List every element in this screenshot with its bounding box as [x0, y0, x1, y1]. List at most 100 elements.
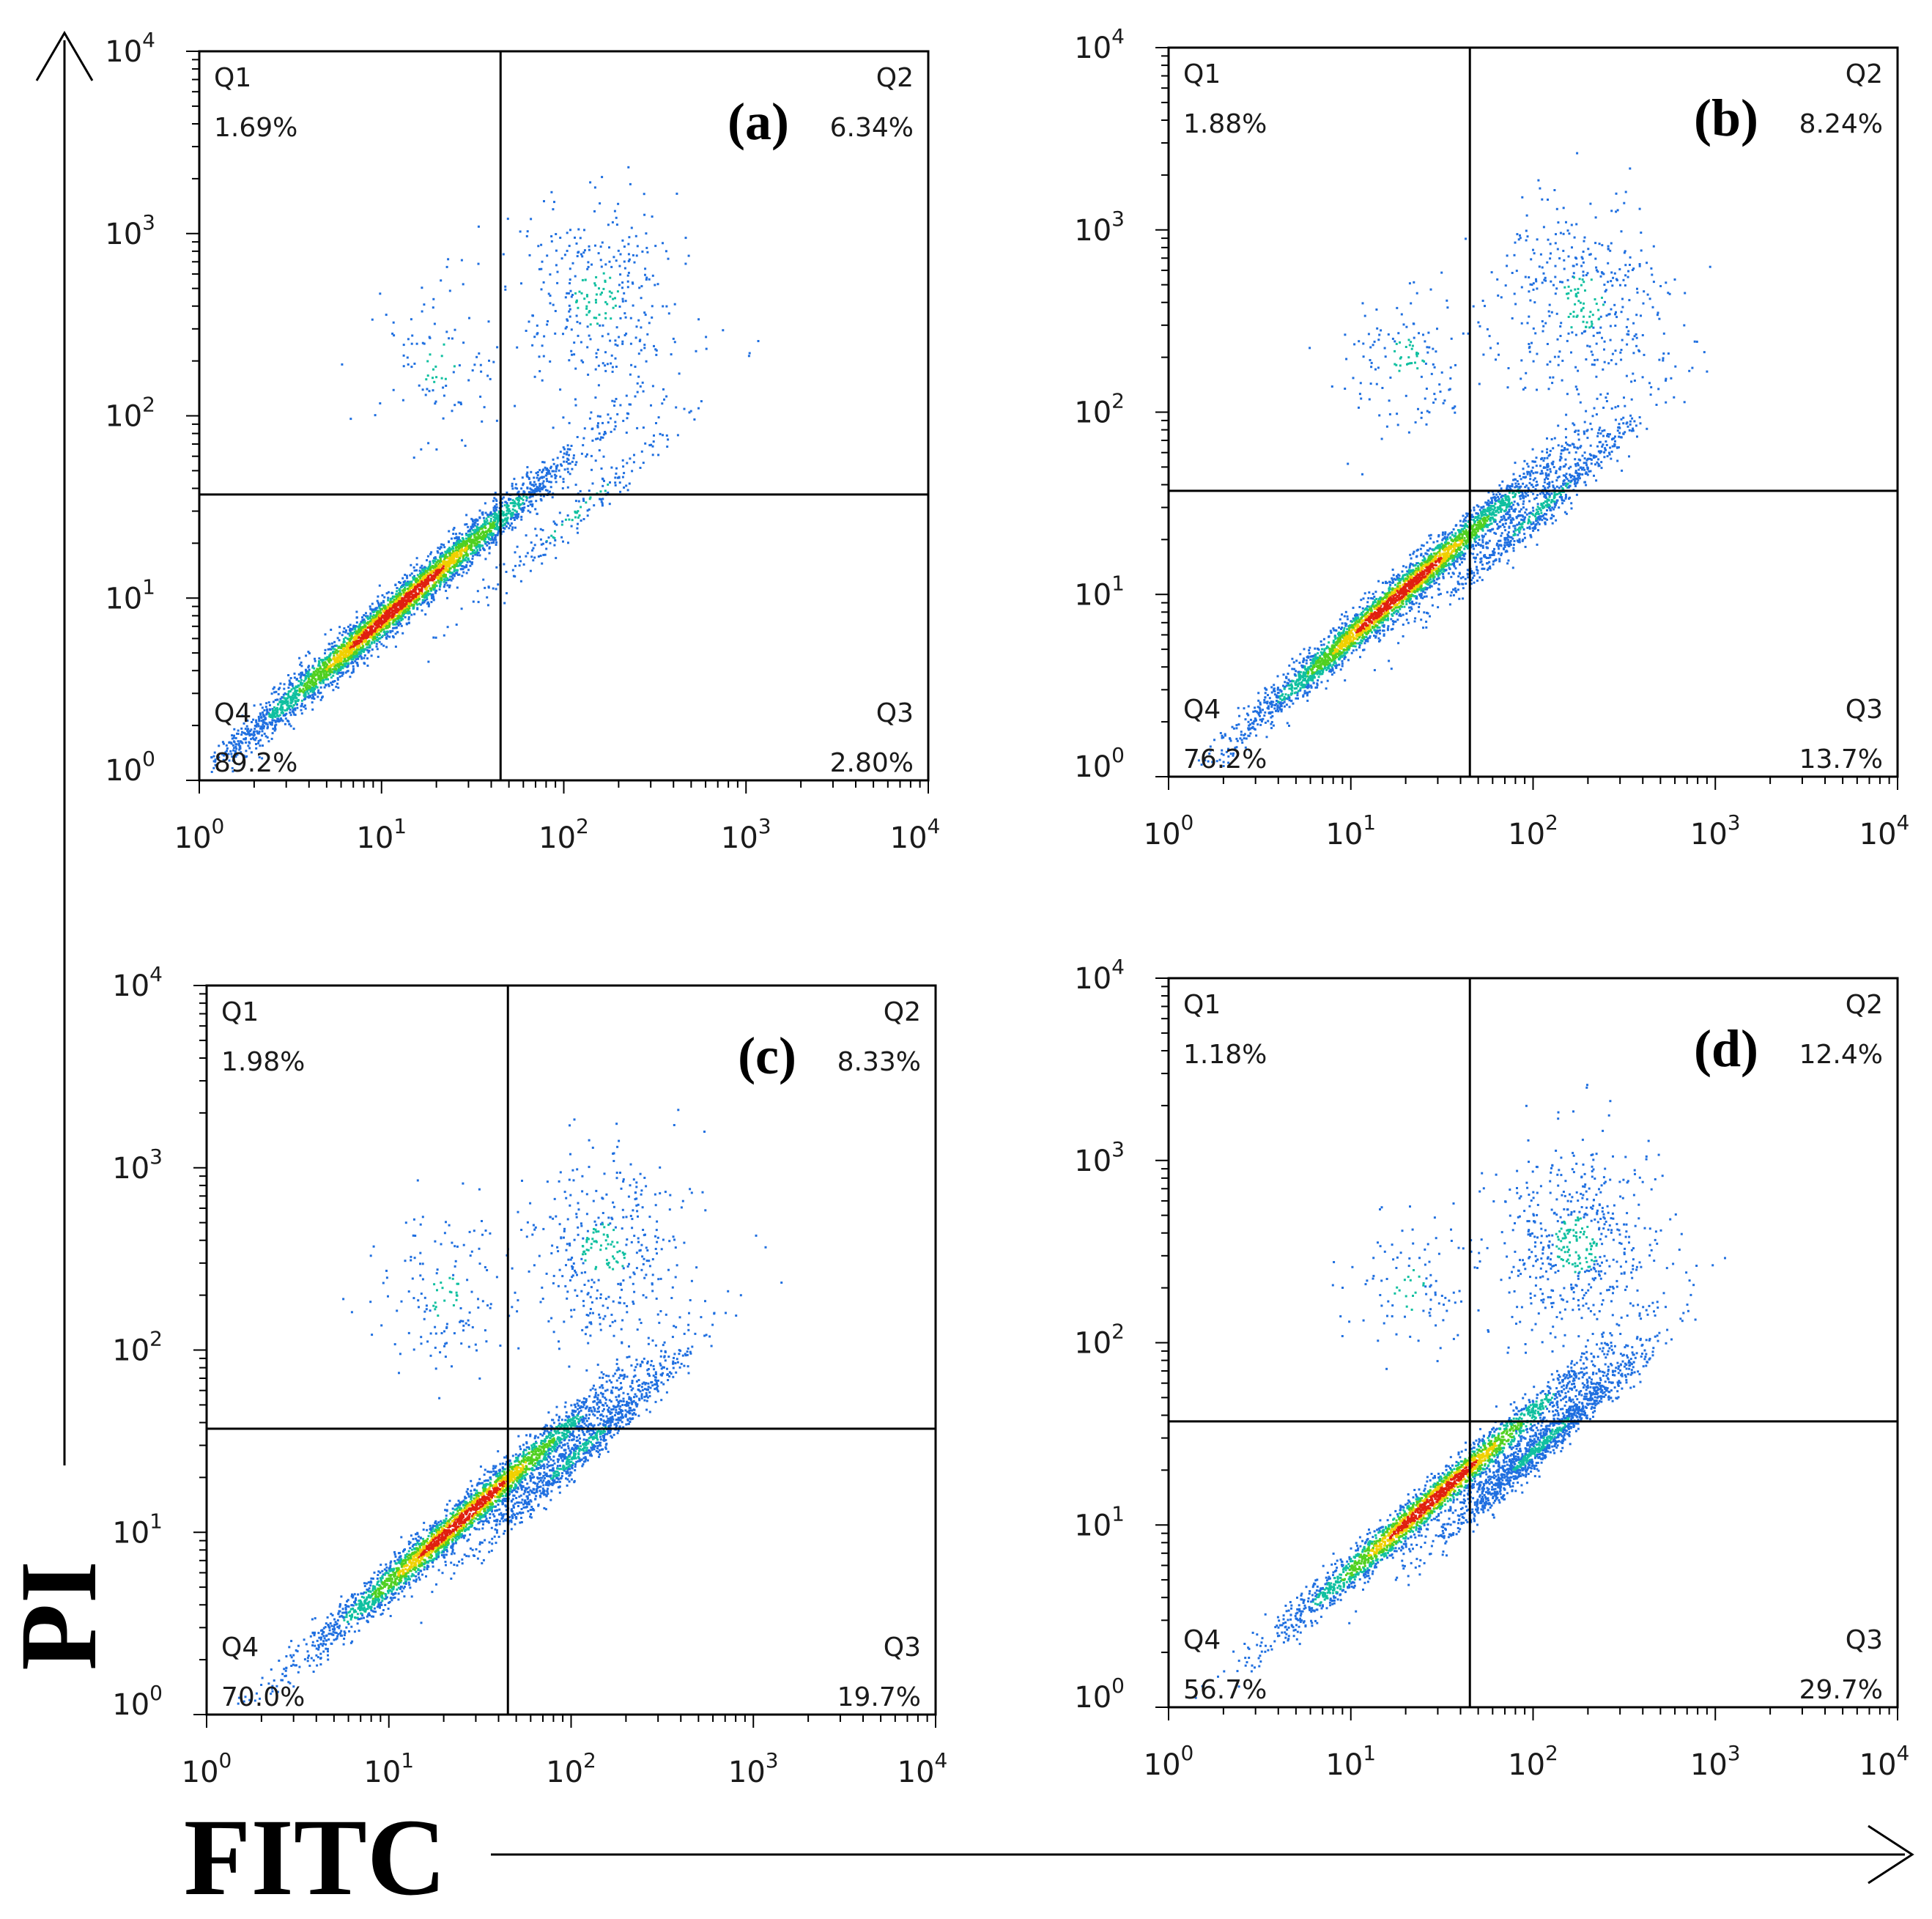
data-point — [274, 720, 277, 723]
data-point — [312, 682, 315, 685]
data-point — [456, 560, 459, 563]
data-point — [546, 467, 549, 470]
data-point — [388, 618, 391, 621]
data-point — [321, 696, 323, 699]
data-point — [278, 687, 281, 689]
data-point — [261, 725, 264, 728]
data-point — [360, 648, 363, 651]
data-point — [526, 487, 529, 489]
data-point — [380, 604, 382, 607]
data-point — [502, 514, 505, 517]
data-point — [594, 459, 597, 462]
data-point — [371, 641, 373, 644]
data-point — [1245, 737, 1248, 740]
data-point — [286, 709, 289, 711]
data-point — [282, 693, 285, 696]
data-point — [404, 609, 407, 612]
data-point — [336, 679, 339, 681]
data-point — [502, 496, 505, 499]
data-point — [568, 359, 571, 362]
data-point — [379, 615, 381, 618]
data-point — [394, 595, 397, 598]
data-point — [455, 624, 458, 626]
data-point — [419, 578, 421, 581]
data-point — [356, 652, 359, 655]
data-point — [550, 191, 553, 193]
data-point — [533, 556, 536, 559]
data-point — [450, 562, 453, 565]
data-point — [371, 615, 374, 618]
data-point — [356, 665, 359, 668]
data-point — [381, 620, 384, 623]
data-point — [506, 592, 508, 595]
data-point — [371, 625, 374, 628]
data-point — [468, 535, 471, 537]
data-point — [296, 706, 299, 709]
data-point — [511, 487, 514, 490]
data-point — [253, 704, 256, 707]
data-point — [313, 698, 316, 700]
data-point — [454, 537, 456, 540]
data-point — [259, 739, 262, 742]
data-point — [427, 577, 430, 580]
data-point — [287, 720, 290, 723]
data-point — [257, 725, 260, 728]
data-point — [388, 610, 391, 613]
data-point — [618, 336, 621, 339]
data-point — [416, 579, 419, 582]
data-point — [426, 555, 429, 558]
data-point — [548, 490, 551, 493]
data-point — [411, 594, 414, 596]
data-point — [424, 576, 427, 579]
data-point — [473, 363, 476, 366]
data-point — [456, 569, 459, 572]
data-point — [574, 404, 577, 407]
data-point — [548, 481, 551, 484]
data-point — [443, 558, 445, 561]
data-point — [554, 530, 556, 533]
data-point — [453, 569, 456, 572]
data-point — [391, 613, 394, 615]
data-point — [514, 564, 517, 567]
data-point — [614, 476, 617, 479]
data-point — [525, 534, 528, 537]
data-point — [433, 578, 436, 580]
data-point — [238, 748, 241, 751]
data-point — [533, 484, 536, 487]
data-point — [320, 679, 323, 682]
data-point — [401, 612, 404, 615]
data-point — [572, 456, 575, 459]
data-point — [457, 536, 460, 539]
data-point — [342, 657, 345, 659]
data-point — [339, 653, 342, 656]
data-point — [519, 503, 522, 506]
data-point — [639, 467, 642, 469]
data-point — [419, 591, 422, 594]
data-point — [427, 603, 430, 606]
data-point — [602, 287, 605, 290]
data-point — [535, 472, 538, 475]
data-point — [444, 579, 446, 582]
data-point — [385, 592, 388, 595]
data-point — [355, 646, 358, 648]
data-point — [407, 621, 410, 624]
data-point — [589, 323, 592, 326]
data-point — [237, 742, 240, 745]
data-point — [277, 703, 279, 706]
data-point — [443, 634, 445, 637]
data-point — [489, 538, 492, 540]
data-point — [473, 524, 476, 527]
y-tick-label: 103 — [105, 210, 155, 251]
data-point — [421, 388, 424, 391]
data-point — [529, 482, 532, 485]
data-point — [267, 701, 270, 704]
data-point — [566, 319, 569, 322]
data-point — [618, 481, 621, 484]
data-point — [314, 680, 317, 682]
data-point — [588, 311, 591, 314]
data-point — [478, 536, 481, 539]
data-point — [295, 697, 298, 700]
data-point — [615, 223, 618, 226]
data-point — [421, 286, 423, 289]
data-point — [406, 356, 409, 359]
